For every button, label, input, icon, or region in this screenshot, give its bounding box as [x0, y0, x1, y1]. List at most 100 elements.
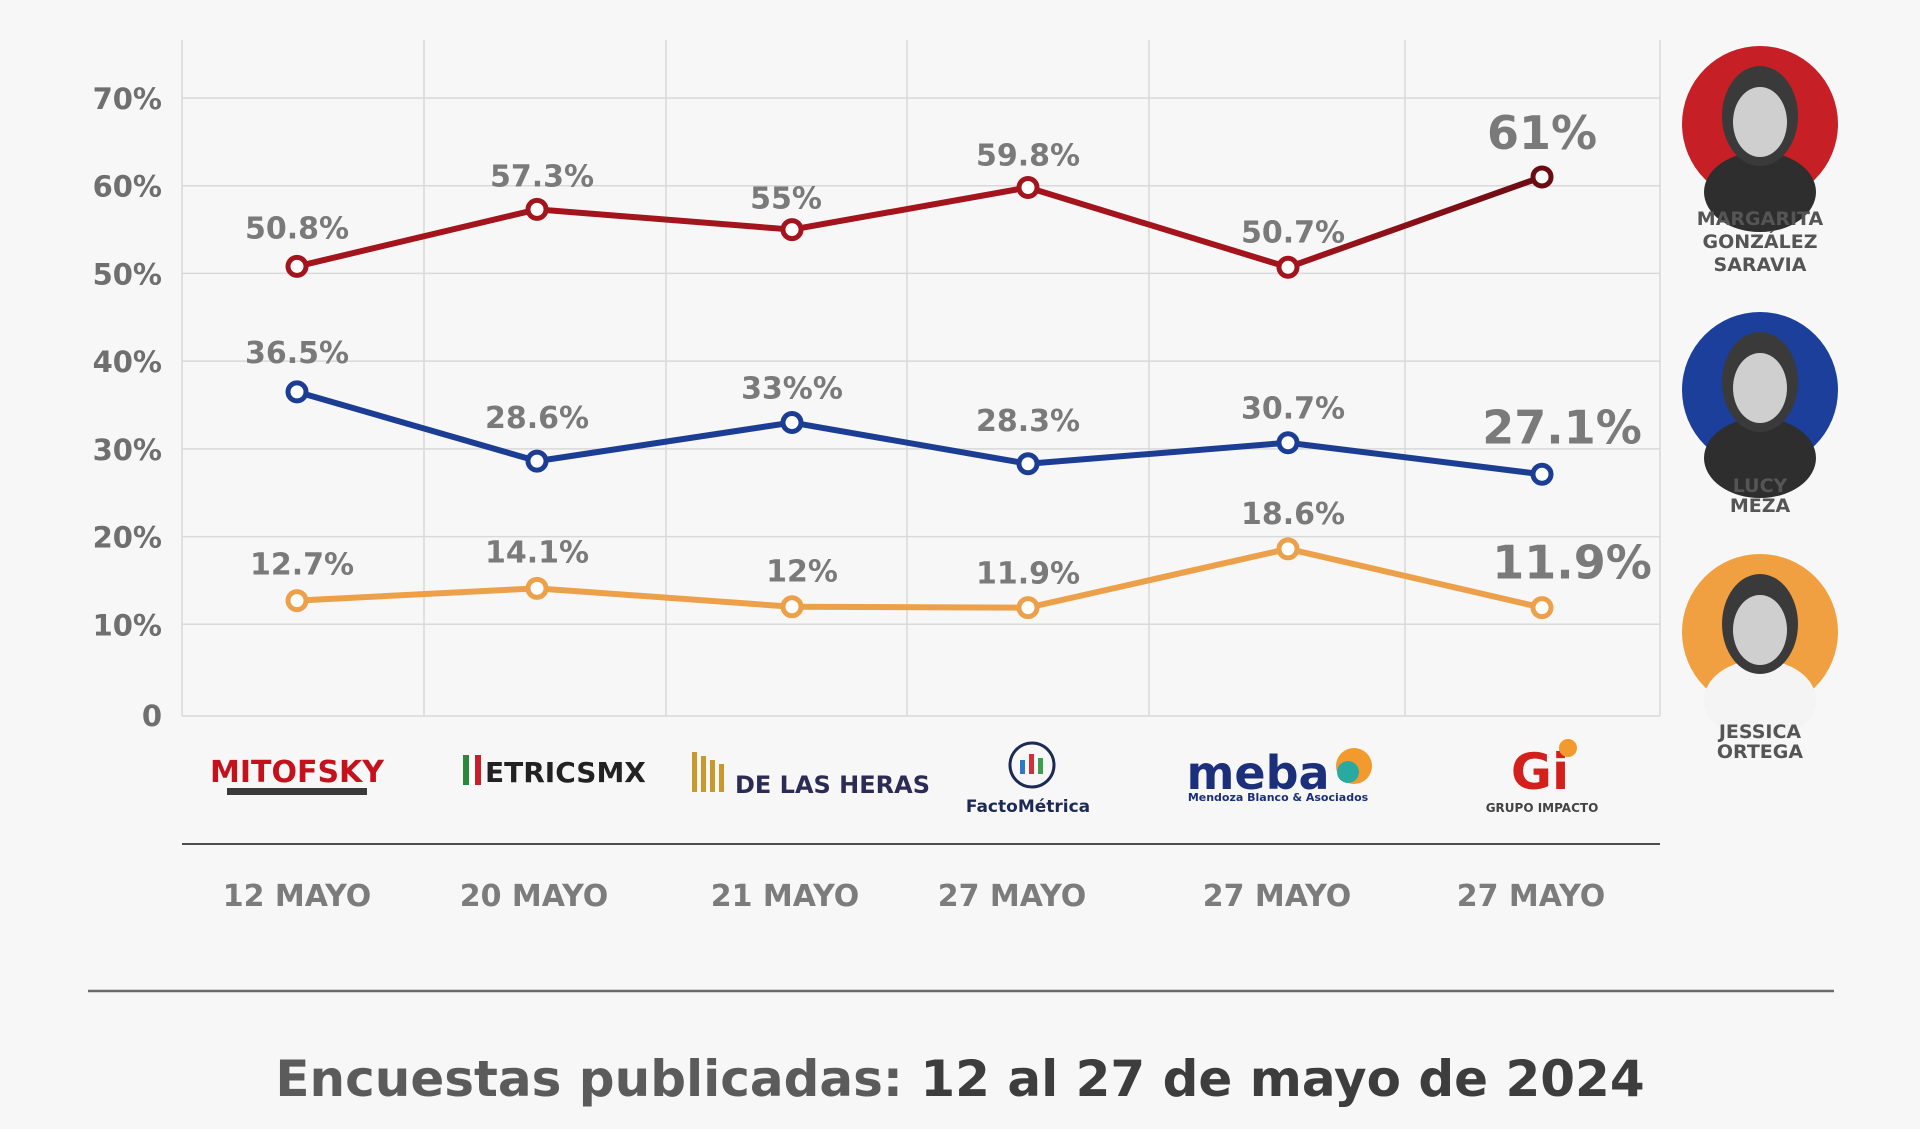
candidate-name-line: ORTEGA — [1717, 741, 1803, 763]
series-3-data-label: 12.7% — [250, 548, 354, 583]
x-tick-date-label: 27 MAYO — [1457, 879, 1606, 914]
series-3-segment — [1025, 545, 1291, 611]
factometrica-bar — [1038, 758, 1043, 774]
series-1-data-label: 55% — [750, 182, 822, 217]
metrics-flag-white — [469, 755, 475, 785]
series-2-data-label: 30.7% — [1241, 392, 1345, 427]
pollster-logo-meba-subtitle: Mendoza Blanco & Asociados — [1188, 791, 1369, 804]
avatar-shoulders — [1704, 418, 1816, 498]
candidate-name-line: SARAVIA — [1714, 254, 1807, 276]
series-1-point — [525, 197, 549, 221]
series-1-point — [1276, 255, 1300, 279]
series-2-segment — [1025, 439, 1291, 467]
series-1-point — [1016, 175, 1040, 199]
series-2-point — [1016, 452, 1040, 476]
pollster-logo-delasheras: DE LAS HERAS — [735, 771, 930, 799]
series-1-segment — [1025, 184, 1291, 271]
series-3-point — [525, 576, 549, 600]
meba-icon — [1337, 761, 1359, 783]
delasheras-bars — [719, 764, 724, 792]
x-tick-date-label: 27 MAYO — [938, 879, 1087, 914]
delasheras-bars — [701, 756, 706, 792]
series-3-data-label: 14.1% — [485, 535, 589, 570]
x-tick-date-label: 12 MAYO — [223, 879, 372, 914]
x-tick-date-label: 21 MAYO — [711, 879, 860, 914]
y-axis-ticks: 70% 60% 50% 40% 30% 20% 10% 0 — [93, 82, 162, 733]
series-2-data-label: 27.1% — [1482, 400, 1642, 454]
series-1-data-label: 61% — [1487, 106, 1597, 160]
series-1-segment — [534, 206, 795, 233]
series-1-segment — [294, 206, 540, 270]
series-2-data-label: 33%% — [741, 372, 843, 407]
x-tick-date-label: 27 MAYO — [1203, 879, 1352, 914]
y-tick-label: 0 — [142, 699, 162, 733]
footer-caption: Encuestas publicadas: 12 al 27 de mayo d… — [275, 1050, 1644, 1108]
y-tick-label: 10% — [93, 608, 162, 642]
avatar-shoulders — [1704, 152, 1816, 232]
y-tick-label: 40% — [93, 345, 162, 379]
series-3-point — [1276, 537, 1300, 561]
series-3-point — [1016, 596, 1040, 620]
data-labels: 50.8% 57.3% 55% 59.8% 50.7% 61% 36.5% 28.6% 33%%… — [245, 106, 1652, 592]
pollster-logo-factometrica: FactoMétrica — [966, 797, 1090, 817]
series-1-point — [780, 218, 804, 242]
avatar-face — [1733, 87, 1787, 157]
series-1-segment — [1285, 173, 1545, 271]
series-2-point — [1530, 462, 1554, 486]
candidate-name-line: MARGARITA — [1697, 208, 1824, 230]
avatar-shoulders — [1704, 660, 1816, 740]
series-2-data-label: 28.6% — [485, 401, 589, 436]
series-2-data-label: 36.5% — [245, 336, 349, 371]
series-3-point — [285, 589, 309, 613]
y-tick-label: 70% — [93, 82, 162, 116]
mitofsky-underline — [227, 788, 367, 795]
factometrica-icon — [1008, 741, 1056, 789]
avatar-face — [1733, 595, 1787, 665]
pollster-logo-mitofsky: MITOFSKY — [210, 755, 385, 790]
series-2-segment — [534, 419, 795, 465]
series-3-point — [780, 595, 804, 619]
series-2-segment — [294, 388, 540, 465]
series-1-point — [285, 254, 309, 278]
series-3-point — [1530, 596, 1554, 620]
candidate-name-line: LUCY — [1733, 475, 1788, 497]
series-1-segment — [789, 184, 1031, 233]
factometrica-bar — [1029, 754, 1034, 774]
series-1-data-label: 59.8% — [976, 138, 1080, 173]
series-3-data-label: 11.9% — [976, 557, 1080, 592]
footer-dates: 12 al 27 de mayo de 2024 — [920, 1050, 1644, 1108]
y-tick-label: 60% — [93, 170, 162, 204]
candidate-name-line: GONZÁLEZ — [1703, 230, 1818, 253]
candidate-name-line: JESSICA — [1717, 721, 1802, 743]
series-points — [285, 165, 1554, 620]
pollster-logos: MITOFSKY ETRICSMX DE LAS HERAS FactoMétrica… — [210, 739, 1598, 817]
grid — [181, 40, 1661, 717]
y-tick-label: 30% — [93, 433, 162, 467]
series-3-data-label: 18.6% — [1241, 497, 1345, 532]
x-tick-date-label: 20 MAYO — [460, 879, 609, 914]
series-1-point — [1530, 165, 1554, 189]
series-3-segment — [1285, 545, 1545, 611]
series-2-segment — [1285, 439, 1545, 478]
series-2-point — [285, 380, 309, 404]
footer: Encuestas publicadas: 12 al 27 de mayo d… — [275, 1050, 1644, 1108]
y-tick-label: 50% — [93, 257, 162, 291]
candidate-name-line: MEZA — [1730, 495, 1791, 517]
series-1-data-label: 57.3% — [490, 159, 594, 194]
pollster-logo-metricsmx: ETRICSMX — [485, 756, 646, 789]
series-3-segment — [534, 585, 795, 610]
series-2-point — [780, 411, 804, 435]
grupo-impacto-mark: Gi — [1511, 743, 1569, 801]
series-3-data-label: 12% — [766, 555, 838, 590]
series-1-data-label: 50.7% — [1241, 215, 1345, 250]
avatar-face — [1733, 353, 1787, 423]
series-3-data-label: 11.9% — [1492, 536, 1652, 590]
series-2-data-label: 28.3% — [976, 404, 1080, 439]
series-2-point — [525, 449, 549, 473]
series-2-point — [1276, 431, 1300, 455]
series-3-segment — [294, 585, 540, 604]
factometrica-bar — [1020, 760, 1025, 774]
